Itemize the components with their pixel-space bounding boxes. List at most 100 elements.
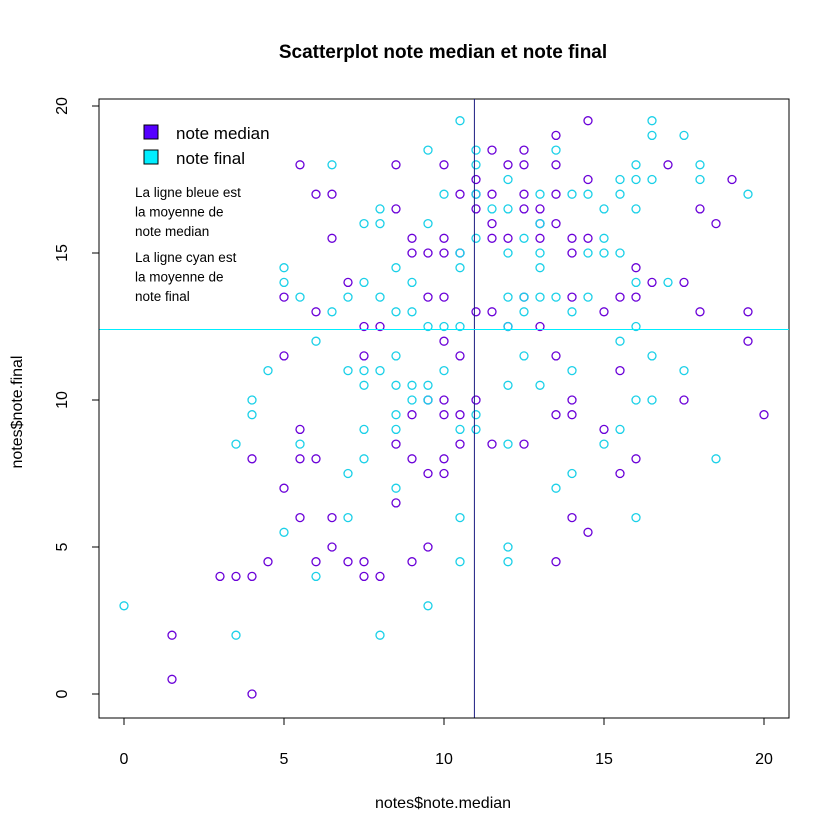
data-point-median <box>407 454 417 464</box>
data-point-final <box>535 263 545 273</box>
axes: 0 5 10 15 20 0 5 10 15 20 <box>54 97 773 768</box>
annotation-line: note final <box>135 289 190 304</box>
data-point-median <box>263 557 273 567</box>
data-point-final <box>391 410 401 420</box>
data-point-final <box>375 218 385 229</box>
data-point-median <box>455 351 465 361</box>
data-point-final <box>391 424 401 435</box>
data-point-median <box>423 542 433 552</box>
data-point-median <box>647 277 657 288</box>
data-point-final <box>503 174 513 185</box>
data-point-final <box>631 174 641 185</box>
plot-frame <box>98 98 790 719</box>
data-point-final <box>311 571 321 582</box>
data-point-final <box>439 321 449 332</box>
data-point-median <box>471 204 481 214</box>
data-point-median <box>487 218 497 229</box>
data-point-median <box>519 439 529 449</box>
data-point-median <box>503 233 513 243</box>
data-point-median <box>231 571 241 582</box>
data-point-final <box>647 351 657 361</box>
data-point-median <box>439 468 449 479</box>
data-point-median <box>423 468 433 479</box>
data-point-median <box>599 424 609 435</box>
data-point-final <box>743 189 753 199</box>
data-point-median <box>343 277 353 288</box>
data-point-final <box>535 292 545 302</box>
plot-area <box>98 98 790 719</box>
y-tick-label: 0 <box>54 689 71 698</box>
x-tick-label: 20 <box>755 751 773 768</box>
data-point-median <box>295 424 305 435</box>
data-point-median <box>455 439 465 449</box>
data-point-median <box>743 336 753 346</box>
data-point-final <box>503 292 513 302</box>
data-point-final <box>503 204 513 214</box>
data-point-median <box>695 307 705 317</box>
data-point-final <box>359 380 369 390</box>
data-point-final <box>423 145 433 155</box>
data-point-final <box>583 248 593 258</box>
data-point-median <box>567 395 577 405</box>
data-point-median <box>679 395 689 405</box>
data-point-final <box>487 204 497 214</box>
data-point-final <box>711 454 721 464</box>
data-point-final <box>455 512 465 523</box>
data-point-final <box>631 204 641 214</box>
data-point-median <box>423 292 433 302</box>
data-point-median <box>583 174 593 185</box>
data-point-final <box>343 512 353 523</box>
data-point-median <box>567 410 577 420</box>
data-point-final <box>407 277 417 288</box>
annotation-line: La ligne bleue est <box>135 185 241 200</box>
data-point-final <box>631 395 641 405</box>
data-point-final <box>343 365 353 376</box>
data-point-median <box>727 174 737 185</box>
data-point-median <box>247 571 257 582</box>
data-point-final <box>343 468 353 479</box>
data-point-median <box>455 410 465 420</box>
data-point-final <box>455 263 465 273</box>
data-point-final <box>519 292 529 302</box>
x-tick-label: 10 <box>435 751 453 768</box>
data-point-median <box>375 321 385 332</box>
data-point-final <box>407 395 417 405</box>
chart-title: Scatterplot note median et note final <box>279 42 607 63</box>
x-axis-label: notes$note.median <box>375 795 511 812</box>
data-point-median <box>615 365 625 376</box>
data-point-median <box>327 512 337 523</box>
data-point-final <box>295 292 305 302</box>
data-point-final <box>359 365 369 376</box>
data-point-median <box>551 410 561 420</box>
data-point-final <box>599 233 609 243</box>
data-point-median <box>359 557 369 567</box>
data-point-median <box>407 233 417 243</box>
data-point-median <box>247 454 257 464</box>
data-point-final <box>423 395 433 405</box>
data-point-final <box>503 557 513 567</box>
x-tick-label: 5 <box>280 751 289 768</box>
data-point-final <box>583 189 593 199</box>
data-point-median <box>551 218 561 229</box>
data-point-final <box>647 395 657 405</box>
data-point-median <box>695 204 705 214</box>
data-point-median <box>535 233 545 243</box>
data-point-final <box>231 439 241 449</box>
data-point-final <box>279 263 289 273</box>
x-tick-label: 0 <box>120 751 129 768</box>
data-point-final <box>455 248 465 258</box>
data-point-median <box>359 321 369 332</box>
data-point-final <box>535 248 545 258</box>
data-point-final <box>439 365 449 376</box>
data-point-final <box>327 307 337 317</box>
data-point-median <box>487 233 497 243</box>
data-point-median <box>519 145 529 155</box>
data-point-final <box>279 277 289 288</box>
data-point-final <box>567 189 577 199</box>
data-point-final <box>359 424 369 435</box>
data-point-final <box>615 336 625 346</box>
y-axis-label: notes$note.final <box>9 356 26 469</box>
data-point-final <box>599 204 609 214</box>
data-point-median <box>391 498 401 508</box>
data-point-final <box>471 410 481 420</box>
